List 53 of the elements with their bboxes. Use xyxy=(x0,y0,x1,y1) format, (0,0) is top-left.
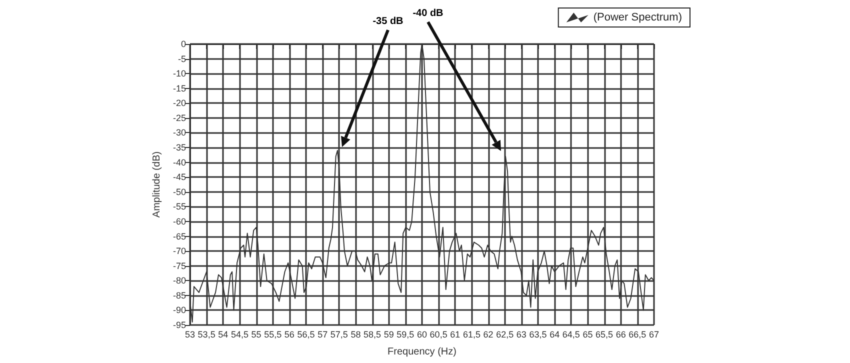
text: -40 dB xyxy=(412,8,444,19)
x-tick-label: 54 xyxy=(218,330,228,340)
x-tick-label: 54,5 xyxy=(230,330,248,340)
x-tick-label: 63,5 xyxy=(529,330,547,340)
x-axis-title: Frequency (Hz) xyxy=(388,346,456,358)
x-tick-label: 61,5 xyxy=(462,330,480,340)
y-tick-label: -85 xyxy=(172,290,186,300)
y-tick-label: -20 xyxy=(172,98,186,108)
y-tick-label: -10 xyxy=(172,68,186,79)
legend-label: (Power Spectrum) xyxy=(593,12,682,24)
y-tick-label: -5 xyxy=(178,54,186,64)
y-tick-label: -60 xyxy=(172,216,186,226)
x-tick-label: 59 xyxy=(384,330,394,340)
x-tick-label: 53 xyxy=(184,330,196,340)
x-tick-label: 56,5 xyxy=(297,330,315,340)
x-tick-label: 55 xyxy=(251,330,262,340)
x-tick-label: 60,5 xyxy=(430,330,448,340)
y-axis-title: Amplitude (dB) xyxy=(152,151,162,218)
text: -35 dB xyxy=(372,16,404,27)
y-tick-label: -90 xyxy=(172,305,186,316)
x-tick-label: 56 xyxy=(284,330,294,340)
x-tick-label: 63 xyxy=(516,330,526,340)
y-tick-label: -55 xyxy=(172,202,186,212)
x-tick-label: 62,5 xyxy=(496,330,514,340)
x-tick-label: 53,5 xyxy=(198,330,216,340)
y-tick-label: -40 xyxy=(172,157,186,168)
y-tick-label: -50 xyxy=(172,186,186,197)
x-tick-label: 57,5 xyxy=(330,330,348,340)
x-tick-label: 64,5 xyxy=(562,330,580,340)
y-tick-label: -25 xyxy=(172,112,186,123)
y-tick-label: -65 xyxy=(172,231,186,242)
y-tick-label: -95 xyxy=(172,320,186,330)
y-tick-label: -15 xyxy=(172,83,186,94)
y-tick-label: -45 xyxy=(172,172,186,182)
x-tick-label: 60 xyxy=(416,330,428,340)
x-tick-label: 66,5 xyxy=(628,330,646,340)
x-tick-label: 55,5 xyxy=(264,330,282,340)
x-tick-label: 58,5 xyxy=(364,330,382,340)
x-tick-label: 62 xyxy=(483,330,494,340)
x-tick-label: 65 xyxy=(582,330,593,340)
y-tick-label: -75 xyxy=(172,260,186,271)
y-tick-label: -80 xyxy=(172,276,186,286)
x-tick-label: 65,5 xyxy=(596,330,614,340)
x-tick-label: 67 xyxy=(648,330,660,340)
x-tick-label: 61 xyxy=(450,330,460,340)
x-tick-label: 58 xyxy=(350,330,361,340)
x-tick-label: 59,5 xyxy=(396,330,414,340)
y-tick-label: -70 xyxy=(172,246,186,256)
x-tick-label: 57 xyxy=(318,330,328,340)
x-tick-label: 66 xyxy=(616,330,626,340)
y-tick-label: -30 xyxy=(172,128,186,138)
x-tick-label: 64 xyxy=(550,330,560,340)
y-tick-label: -35 xyxy=(172,142,186,153)
